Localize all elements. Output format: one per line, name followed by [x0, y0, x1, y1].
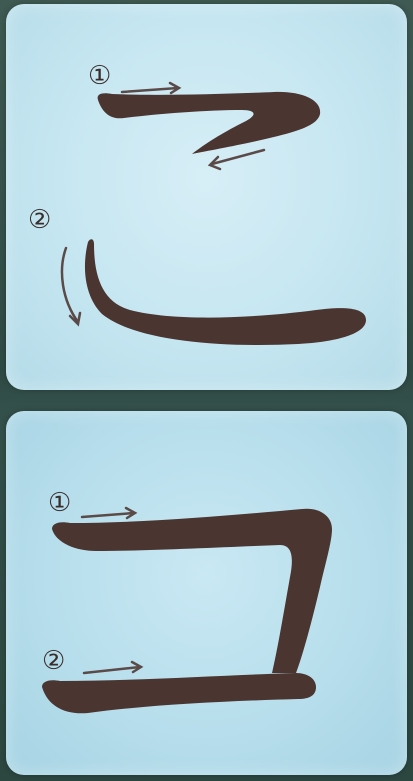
katakana-ko-stroke-1-arrow	[80, 506, 138, 520]
ko-stroke-2-order-label: ②	[28, 205, 51, 235]
katakana-ko-stroke-2-order-label: ②	[42, 646, 65, 676]
ko-stroke-2	[84, 239, 367, 345]
katakana-ko-stroke-2-arrow	[82, 660, 144, 675]
ko-stroke-2-arrow	[60, 246, 82, 327]
ko-stroke-1-arrow	[120, 81, 182, 95]
hiragana-ko-card: ① ②	[6, 4, 407, 390]
katakana-ko-card: ① ②	[6, 411, 407, 775]
katakana-ko-stroke-1	[52, 508, 332, 673]
ko-stroke-1	[97, 91, 321, 154]
ko-stroke-1-order-label: ①	[88, 61, 111, 91]
katakana-ko-stroke-1-order-label: ①	[48, 488, 71, 518]
katakana-ko-diagram: ① ②	[42, 488, 332, 714]
hiragana-ko-diagram: ① ②	[28, 61, 367, 345]
katakana-ko-stroke-2	[42, 673, 316, 714]
ko-stroke-1-return-arrow	[207, 148, 266, 171]
